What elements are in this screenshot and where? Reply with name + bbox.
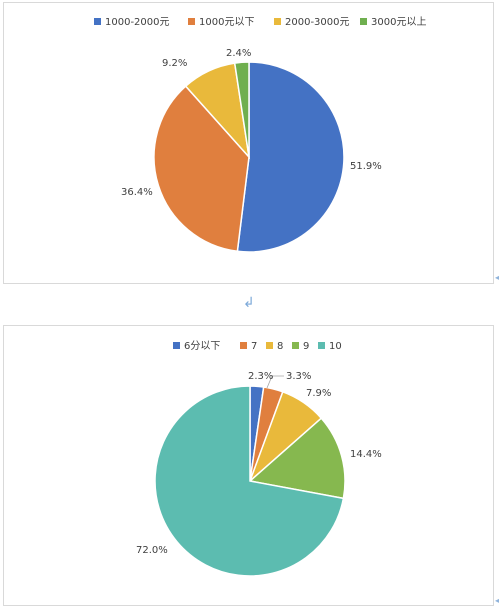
legend-swatch — [292, 342, 299, 349]
leader-line — [266, 375, 284, 389]
legend-label: 6分以下 — [184, 340, 220, 352]
legend-label: 8 — [277, 341, 283, 352]
pie-slice — [154, 385, 345, 577]
pie-slice — [248, 417, 346, 500]
data-label: 36.4% — [121, 187, 153, 198]
legend-swatch — [173, 342, 180, 349]
legend-label: 2000-3000元 — [285, 17, 350, 28]
data-label: 72.0% — [136, 545, 168, 556]
legend-swatch — [360, 18, 367, 25]
data-label: 7.9% — [306, 388, 331, 399]
legend-label: 9 — [303, 341, 309, 352]
legend-label: 7 — [251, 341, 257, 352]
data-label: 14.4% — [350, 449, 382, 460]
edge-marker-icon: ◂ — [495, 596, 500, 605]
data-label: 51.9% — [350, 161, 382, 172]
edge-marker-icon: ◂ — [495, 273, 500, 282]
legend-swatch — [266, 342, 273, 349]
legend-swatch — [188, 18, 195, 25]
legend-label: 10 — [329, 341, 342, 352]
pie-chart-spending: 1000-2000元 1000元以下 2000-3000元 3000元以上 51.9% 3… — [94, 16, 426, 253]
legend-label: 3000元以上 — [371, 16, 426, 28]
legend-swatch — [94, 18, 101, 25]
legend-label: 1000元以下 — [199, 17, 254, 28]
paragraph-return-icon: ↲ — [243, 295, 255, 311]
pie-slice — [236, 61, 345, 253]
legend-swatch — [240, 342, 247, 349]
chart-panel-score: 6分以下 7 8 9 10 2.3% 3.3% 7.9% 14.4% 72.0% — [3, 325, 494, 606]
data-label: 9.2% — [162, 58, 187, 69]
pie-slice — [153, 85, 250, 253]
data-label: 3.3% — [286, 371, 311, 382]
chart-panel-spending: 1000-2000元 1000元以下 2000-3000元 3000元以上 51.9% 3… — [3, 2, 494, 284]
legend-label: 1000-2000元 — [105, 17, 170, 28]
legend-swatch — [274, 18, 281, 25]
legend-swatch — [318, 342, 325, 349]
pie-slice — [233, 61, 250, 158]
data-label: 2.4% — [226, 48, 251, 59]
pie-chart-score: 6分以下 7 8 9 10 2.3% 3.3% 7.9% 14.4% 72.0% — [136, 340, 382, 577]
data-label: 2.3% — [248, 371, 273, 382]
